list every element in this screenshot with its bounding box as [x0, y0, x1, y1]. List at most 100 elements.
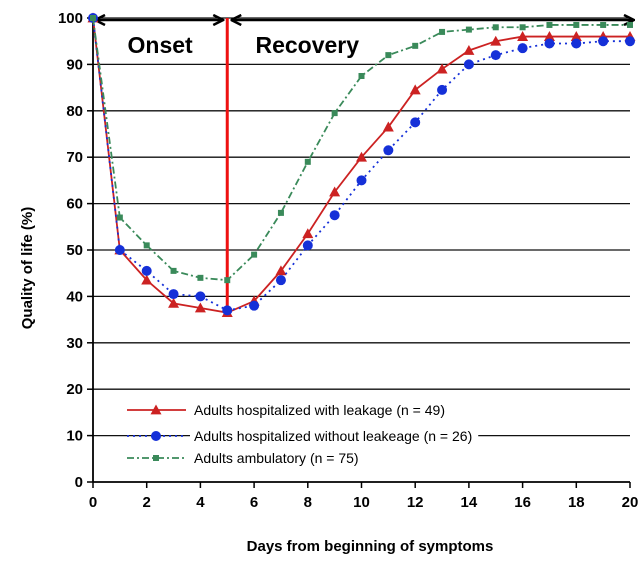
x-tick-label: 12 — [407, 494, 424, 511]
y-tick-label: 80 — [66, 103, 83, 120]
data-point — [302, 240, 313, 251]
recovery-label: Recovery — [255, 32, 359, 58]
data-point — [275, 275, 286, 286]
data-point — [275, 265, 287, 276]
x-tick-label: 6 — [250, 494, 258, 511]
legend-marker — [153, 455, 159, 461]
data-point — [517, 31, 529, 41]
data-point — [277, 209, 284, 216]
legend-entry-3: Adults ambulatory (n = 75) — [127, 447, 365, 466]
data-point — [194, 302, 206, 313]
series-2 — [88, 13, 635, 316]
data-series — [87, 12, 636, 318]
data-point — [412, 42, 419, 49]
data-point — [490, 35, 502, 46]
x-tick-label: 8 — [304, 494, 312, 511]
legend-marker — [150, 404, 162, 415]
y-tick-label: 10 — [66, 428, 83, 445]
data-point — [302, 228, 314, 239]
data-point — [224, 277, 231, 284]
data-point — [570, 31, 582, 41]
data-point — [329, 210, 340, 221]
y-tick-label: 60 — [66, 196, 83, 213]
data-point — [600, 21, 607, 28]
y-tick-label: 40 — [66, 288, 83, 305]
axes: 0 10 20 30 40 50 60 70 80 90 100 0 2 4 6 8 10 12 14 16 18 20 — [58, 10, 638, 511]
data-point — [168, 289, 179, 300]
data-point — [490, 50, 501, 61]
y-tick-label: 0 — [75, 474, 83, 491]
y-axis-title: Quality of life (%) — [19, 207, 36, 330]
data-point — [358, 73, 365, 79]
data-point — [114, 245, 125, 255]
data-point — [546, 21, 553, 28]
legend-text-bg — [190, 447, 365, 465]
data-point — [492, 24, 499, 31]
legend-entry-2: Adults hospitalized without leakeage (n … — [127, 425, 479, 444]
onset-label: Onset — [128, 32, 194, 58]
legend-label: Adults hospitalized with leakage (n = 49… — [194, 402, 445, 418]
x-tick-label: 14 — [461, 494, 478, 511]
data-point — [116, 214, 123, 221]
data-point — [519, 24, 526, 31]
data-point — [573, 21, 580, 28]
data-point — [439, 28, 446, 35]
y-tick-label: 30 — [66, 335, 83, 352]
y-tick-label: 70 — [66, 149, 83, 166]
data-point — [385, 52, 392, 59]
y-tick-label: 20 — [66, 381, 83, 398]
gridlines — [93, 17, 630, 437]
x-tick-label: 18 — [568, 494, 585, 511]
x-axis-title: Days from beginning of symptoms — [247, 538, 494, 555]
data-point — [249, 300, 260, 311]
data-point — [627, 21, 633, 28]
legend-marker — [151, 431, 161, 441]
x-tick-label: 10 — [353, 494, 370, 511]
legend-text-bg — [190, 425, 479, 443]
series-1 — [87, 12, 636, 318]
data-point — [463, 44, 475, 55]
data-point — [544, 38, 555, 49]
data-point — [409, 84, 421, 95]
legend-label: Adults ambulatory (n = 75) — [194, 450, 359, 466]
data-point — [383, 145, 394, 156]
data-point — [141, 265, 152, 276]
legend: Adults hospitalized with leakage (n = 49… — [127, 399, 479, 466]
data-point — [437, 84, 448, 95]
x-tick-label: 2 — [143, 494, 151, 511]
legend-entry-1: Adults hospitalized with leakage (n = 49… — [127, 399, 451, 418]
data-point — [251, 251, 258, 258]
data-point — [436, 63, 448, 74]
data-point — [141, 274, 153, 285]
y-tick-label: 90 — [66, 56, 83, 73]
series-line-3 — [92, 17, 630, 282]
data-point — [329, 186, 341, 197]
data-point — [625, 36, 635, 47]
legend-label: Adults hospitalized without leakeage (n … — [194, 428, 472, 444]
y-tick-label: 50 — [66, 242, 83, 259]
data-point — [598, 36, 609, 47]
x-tick-label: 4 — [196, 494, 205, 511]
x-tick-label: 16 — [514, 494, 531, 511]
series-line-2 — [92, 17, 630, 312]
data-point — [222, 305, 233, 316]
data-point — [331, 110, 338, 117]
data-point — [410, 117, 421, 128]
data-point — [571, 38, 582, 49]
data-point — [90, 15, 96, 21]
data-point — [168, 297, 180, 308]
data-point — [170, 267, 177, 274]
phase-annotations: Onset Recovery — [95, 18, 634, 313]
data-point — [382, 121, 394, 132]
series-3 — [90, 15, 633, 284]
data-point — [517, 43, 528, 54]
x-tick-label: 0 — [89, 494, 97, 511]
x-tick-label: 20 — [622, 494, 639, 511]
data-point — [304, 158, 311, 165]
data-point — [356, 175, 367, 186]
data-point — [195, 291, 206, 302]
y-tick-label: 100 — [58, 10, 83, 27]
data-point — [465, 26, 472, 33]
